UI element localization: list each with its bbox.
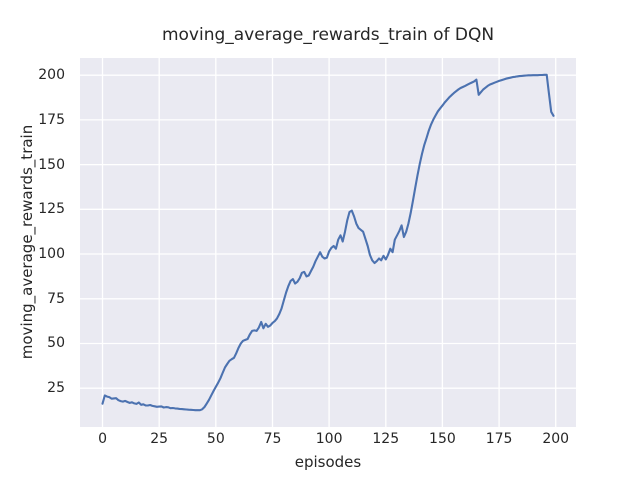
x-tick-label: 125 [372,431,400,447]
x-tick-label: 175 [485,431,513,447]
plot-area [80,58,576,427]
y-tick-label: 50 [47,335,65,352]
x-tick-label: 200 [542,431,570,447]
y-tick-label: 75 [47,290,65,307]
x-tick-label: 75 [263,431,282,447]
chart-title: moving_average_rewards_train of DQN [161,25,495,45]
y-tick-label: 150 [38,156,65,173]
x-tick-label: 150 [429,431,456,447]
y-tick-label: 100 [38,246,65,263]
y-tick-label: 200 [38,67,65,84]
y-axis-label: moving_average_rewards_train [18,124,36,360]
x-tick-label: 50 [206,431,225,447]
y-tick-label: 25 [47,380,65,397]
x-tick-label: 100 [315,431,343,447]
x-axis-label: episodes [294,453,362,471]
x-tick-label: 25 [150,431,169,447]
y-tick-label: 175 [38,111,65,128]
y-tick-label: 125 [38,201,65,218]
x-tick-label: 0 [98,431,107,447]
line-plot-canvas [80,58,576,427]
